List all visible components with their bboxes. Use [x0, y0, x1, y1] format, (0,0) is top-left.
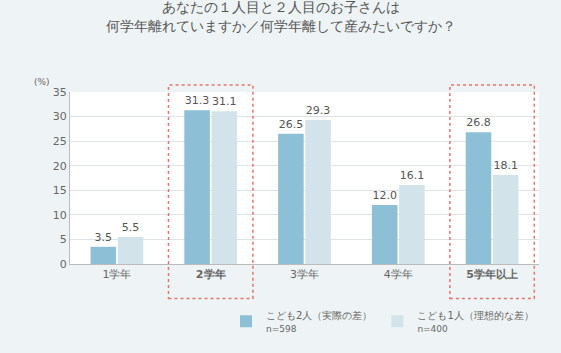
svg-text:こども2人（実際の差）n=598: こども2人（実際の差）n=598	[266, 310, 372, 334]
svg-text:5学年以上: 5学年以上	[466, 268, 518, 281]
svg-text:15: 15	[53, 184, 67, 197]
svg-text:29.3: 29.3	[306, 104, 331, 117]
svg-text:26.8: 26.8	[466, 116, 491, 129]
svg-text:0: 0	[60, 258, 67, 271]
svg-text:18.1: 18.1	[493, 159, 517, 172]
svg-text:31.1: 31.1	[212, 95, 237, 108]
svg-text:こども1人（理想的な差）n=400: こども1人（理想的な差）n=400	[417, 310, 533, 334]
svg-text:1学年: 1学年	[102, 268, 131, 281]
svg-text:25: 25	[53, 135, 67, 148]
svg-text:(%): (%)	[34, 77, 50, 87]
svg-text:30: 30	[53, 110, 67, 123]
svg-text:16.1: 16.1	[400, 169, 425, 182]
svg-text:31.3: 31.3	[185, 94, 210, 107]
svg-text:5: 5	[60, 233, 67, 246]
svg-text:10: 10	[53, 209, 67, 222]
svg-text:2学年: 2学年	[196, 268, 226, 281]
svg-text:12.0: 12.0	[372, 189, 397, 202]
svg-text:3.5: 3.5	[95, 231, 113, 244]
svg-text:あなたの１人目と２人目のお子さんは何学年離れていますか／何学: あなたの１人目と２人目のお子さんは何学年離れていますか／何学年離して産みたいです…	[106, 0, 456, 34]
svg-text:3学年: 3学年	[290, 268, 319, 281]
svg-text:4学年: 4学年	[384, 268, 413, 281]
svg-text:35: 35	[53, 86, 67, 99]
svg-text:26.5: 26.5	[279, 118, 304, 131]
svg-text:20: 20	[53, 160, 67, 173]
svg-text:5.5: 5.5	[122, 221, 140, 234]
